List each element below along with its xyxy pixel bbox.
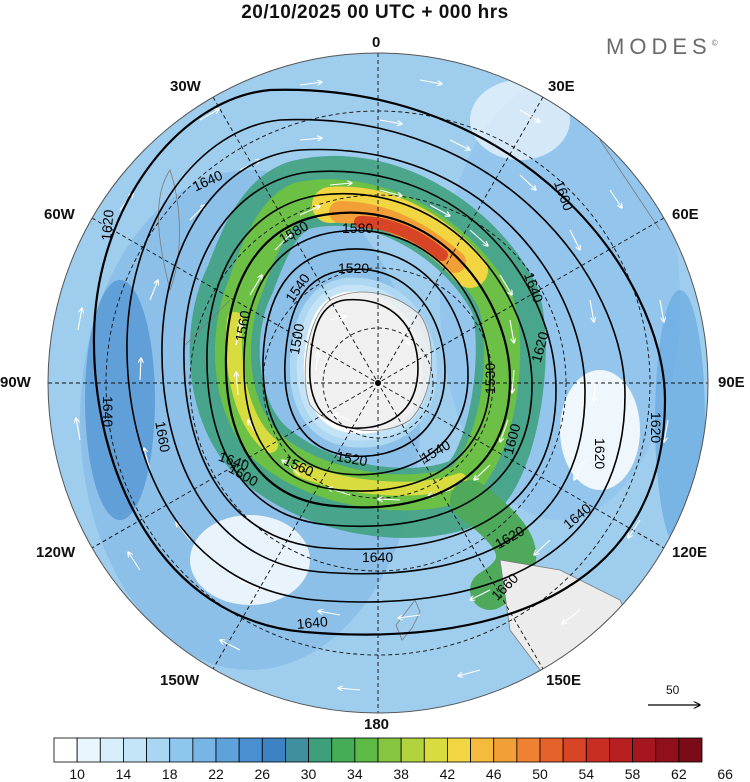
colorbar-swatch bbox=[99, 737, 124, 763]
reference-vector-label: 50 bbox=[666, 683, 680, 697]
height-contours bbox=[92, 88, 667, 636]
colorbar-tick-label: 54 bbox=[578, 766, 595, 782]
colorbar-swatch bbox=[377, 737, 402, 763]
lon-label-120w: 120W bbox=[36, 544, 76, 561]
colorbar-tick-label: 66 bbox=[717, 766, 733, 782]
contour-label: 1640 bbox=[362, 549, 394, 565]
colorbar-swatch bbox=[609, 737, 633, 763]
colorbar-tick-label: 10 bbox=[69, 766, 85, 782]
colorbar-tick-label: 38 bbox=[393, 766, 409, 782]
colorbar-swatch bbox=[331, 737, 356, 763]
colorbar-swatch bbox=[655, 737, 680, 763]
colorbar-swatch bbox=[493, 737, 518, 763]
colorbar-swatch bbox=[516, 737, 541, 763]
south-pole-marker bbox=[375, 380, 381, 386]
colorbar-swatch bbox=[169, 737, 194, 763]
colorbar-tick-label: 34 bbox=[347, 766, 363, 782]
colorbar-tick-label: 46 bbox=[485, 766, 502, 782]
colorbar-swatch bbox=[562, 737, 587, 763]
contour-label: 1620 bbox=[648, 412, 664, 444]
colorbar-swatch bbox=[354, 737, 379, 763]
lon-label-60e: 60E bbox=[672, 206, 699, 223]
colorbar-swatch bbox=[585, 737, 610, 763]
colorbar-tick-label: 58 bbox=[624, 766, 641, 782]
lon-label-120e: 120E bbox=[672, 544, 708, 561]
colorbar-swatch bbox=[423, 737, 448, 763]
lon-label-150e: 150E bbox=[546, 672, 582, 689]
colorbar-swatch bbox=[53, 737, 78, 763]
colorbar-tick-label: 18 bbox=[161, 766, 178, 782]
lon-label-60w: 60W bbox=[44, 206, 75, 223]
colorbar-tick-label: 50 bbox=[532, 766, 548, 782]
colorbar-swatch bbox=[400, 737, 425, 763]
colorbar-swatch bbox=[261, 737, 286, 763]
lon-label-180: 180 bbox=[364, 716, 390, 733]
colorbar-tick-label: 62 bbox=[671, 766, 687, 782]
colorbar-tick-label: 30 bbox=[300, 766, 317, 782]
lon-label-0: 0 bbox=[372, 34, 381, 51]
colorbar-swatch bbox=[470, 737, 495, 763]
lon-label-150w: 150W bbox=[160, 672, 200, 689]
colorbar bbox=[53, 737, 703, 763]
lon-label-90e: 90E bbox=[718, 374, 745, 391]
colorbar-swatch bbox=[447, 737, 471, 763]
contour-label: 1580 bbox=[342, 220, 374, 236]
colorbar-tick-label: 14 bbox=[115, 766, 132, 782]
colorbar-swatch bbox=[238, 737, 263, 763]
brand-logo: MODES© bbox=[606, 34, 718, 59]
colorbar-swatch bbox=[632, 737, 657, 763]
colorbar-tick-label: 42 bbox=[439, 766, 456, 782]
contour-label: 1640 bbox=[296, 613, 329, 632]
contour-label: 1530 bbox=[482, 362, 498, 394]
colorbar-swatch bbox=[285, 737, 309, 763]
contour-label: 1520 bbox=[338, 260, 370, 276]
contour-label: 1640 bbox=[100, 396, 116, 428]
colorbar-swatch bbox=[146, 737, 171, 763]
contour-label: 1620 bbox=[592, 438, 608, 470]
colorbar-swatch bbox=[123, 737, 147, 763]
contour-label: 1620 bbox=[98, 208, 117, 242]
antarctica-coastline bbox=[304, 291, 432, 432]
lon-label-30w: 30W bbox=[170, 78, 201, 95]
map-title: 20/10/2025 00 UTC + 000 hrs bbox=[241, 2, 509, 23]
colorbar-swatch bbox=[215, 737, 240, 763]
wind-vectors bbox=[76, 80, 669, 690]
colorbar-swatch bbox=[308, 737, 333, 763]
colorbar-tick-label: 22 bbox=[208, 766, 224, 782]
lon-label-30e: 30E bbox=[548, 78, 575, 95]
colorbar-swatch bbox=[76, 737, 101, 763]
colorbar-swatch bbox=[539, 737, 564, 763]
lon-label-90w: 90W bbox=[0, 374, 31, 391]
colorbar-swatch bbox=[192, 737, 217, 763]
colorbar-tick-label: 26 bbox=[254, 766, 271, 782]
colorbar-swatch bbox=[678, 737, 703, 763]
